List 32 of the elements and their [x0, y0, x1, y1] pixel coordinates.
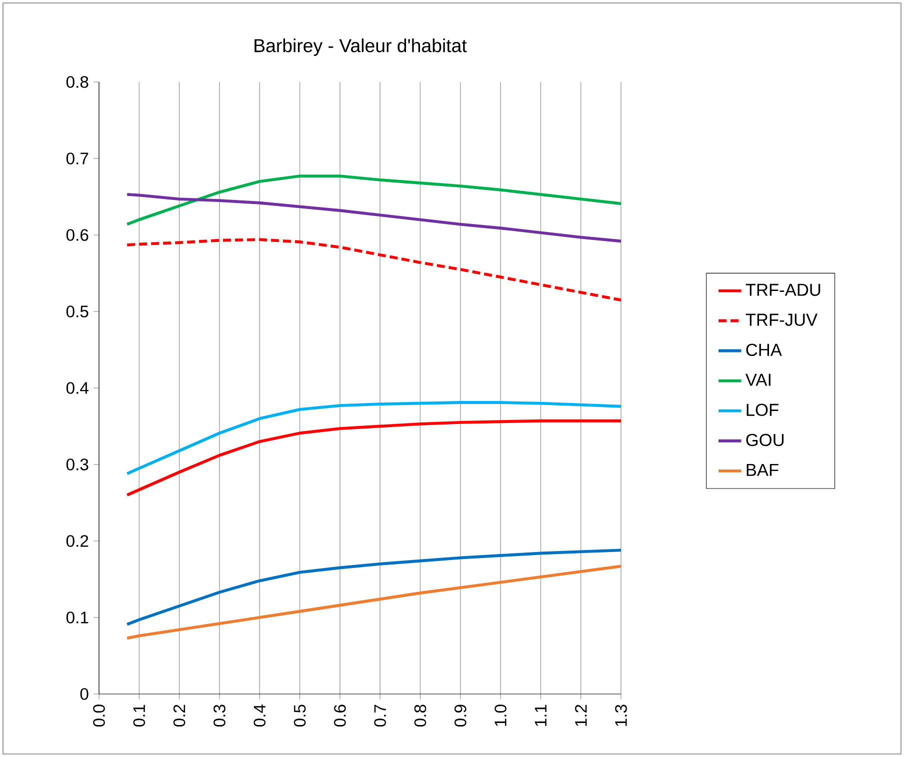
y-tick-label: 0.7	[66, 152, 88, 164]
x-tick-label: 1.2	[575, 704, 587, 726]
y-tick-label: 0.2	[66, 535, 88, 547]
x-tick-label: 1.0	[494, 704, 506, 726]
legend-label: CHA	[746, 344, 782, 356]
y-tick-label: 0.3	[66, 458, 88, 470]
y-tick-label: 0.5	[66, 306, 88, 318]
legend-label: GOU	[746, 434, 784, 446]
y-tick-label: 0.6	[66, 229, 88, 241]
x-tick-label: 0.6	[334, 704, 346, 727]
x-tick-label: 1.1	[534, 704, 546, 726]
x-tick-label: 0.3	[214, 704, 226, 727]
y-tick-label: 0	[80, 688, 88, 700]
legend-label: LOF	[746, 404, 778, 416]
x-tick-label: 0.5	[294, 704, 306, 727]
line-series	[126, 564, 621, 640]
x-tick-label: 0.9	[454, 704, 466, 727]
y-tick-label: 0.4	[66, 382, 88, 394]
x-tick-label: 0.2	[173, 704, 186, 727]
legend-label: BAF	[746, 464, 778, 476]
y-tick-label: 0.1	[66, 612, 88, 624]
chart-title: Barbirey - Valeur d'habitat	[254, 38, 467, 56]
x-tick-label: 0.4	[254, 704, 266, 727]
x-tick-label: 0.7	[374, 704, 386, 727]
x-tick-label: 0.0	[93, 704, 105, 727]
x-tick-label: 0.1	[133, 704, 146, 727]
x-tick-label: 1.3	[615, 704, 627, 726]
x-tick-label: 0.8	[414, 704, 426, 727]
y-tick-label: 0.8	[66, 76, 88, 88]
legend-label: TRF-JUV	[746, 314, 818, 326]
legend-label: TRF-ADU	[746, 284, 820, 296]
legend-label: VAI	[745, 374, 770, 386]
